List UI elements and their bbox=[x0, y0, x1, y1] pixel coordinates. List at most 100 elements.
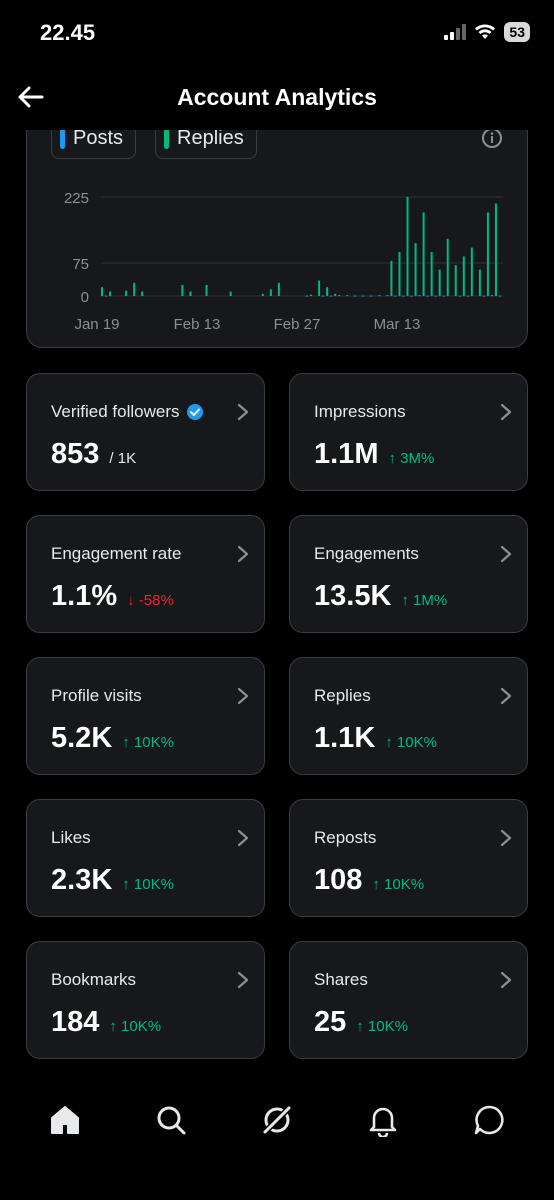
posts-bar bbox=[434, 295, 437, 297]
replies-bar bbox=[229, 291, 232, 296]
x-tick-label: Jan 19 bbox=[74, 316, 119, 333]
nav-notifications[interactable] bbox=[355, 1092, 411, 1148]
stat-value-row: 108 ↑ 10K% bbox=[314, 864, 424, 897]
replies-bar bbox=[406, 197, 409, 296]
stat-label: Impressions bbox=[314, 402, 406, 422]
posts-bar bbox=[410, 295, 413, 297]
replies-bar bbox=[189, 291, 192, 296]
stat-value-row: 184 ↑ 10K% bbox=[51, 1006, 161, 1039]
posts-swatch bbox=[60, 127, 65, 149]
nav-home[interactable] bbox=[37, 1092, 93, 1148]
posts-bar bbox=[482, 295, 485, 297]
stat-card[interactable]: Likes 2.3K ↑ 10K% bbox=[26, 799, 265, 917]
posts-bar bbox=[346, 295, 349, 297]
posts-bar bbox=[322, 295, 325, 297]
chevron-right-icon bbox=[500, 687, 512, 705]
nav-search[interactable] bbox=[143, 1092, 199, 1148]
replies-bar bbox=[133, 282, 136, 296]
posts-bar bbox=[394, 295, 397, 297]
nav-grok[interactable] bbox=[249, 1092, 305, 1148]
x-tick-label: Feb 27 bbox=[274, 316, 321, 333]
posts-bar bbox=[338, 295, 341, 297]
wifi-icon bbox=[475, 24, 496, 39]
stat-value: 184 bbox=[51, 1006, 100, 1038]
chevron-right-icon bbox=[500, 829, 512, 847]
stat-change: ↓ -58% bbox=[127, 592, 174, 609]
search-icon bbox=[157, 1106, 186, 1135]
stat-card[interactable]: Engagement rate 1.1% ↓ -58% bbox=[26, 515, 265, 633]
replies-bar bbox=[334, 293, 337, 296]
y-tick-label: 225 bbox=[64, 190, 89, 207]
back-arrow-icon[interactable] bbox=[14, 80, 48, 114]
stat-label-text: Impressions bbox=[314, 402, 406, 421]
status-bar: 22.45 53 bbox=[0, 0, 554, 70]
stat-value: 853 bbox=[51, 438, 100, 470]
stat-label: Verified followers bbox=[51, 402, 204, 422]
header-overlap-mask bbox=[0, 110, 554, 130]
chevron-right-icon bbox=[237, 687, 249, 705]
posts-bar bbox=[442, 295, 445, 297]
info-icon[interactable] bbox=[481, 127, 503, 149]
stat-card[interactable]: Shares 25 ↑ 10K% bbox=[289, 941, 528, 1059]
replies-bar bbox=[390, 260, 393, 296]
stat-value: 1.1% bbox=[51, 580, 118, 612]
stat-label: Replies bbox=[314, 686, 371, 706]
y-tick-label: 75 bbox=[72, 256, 89, 273]
replies-bar bbox=[422, 212, 425, 296]
replies-bar bbox=[398, 252, 401, 296]
replies-bar bbox=[446, 238, 449, 296]
chevron-right-icon bbox=[237, 545, 249, 563]
page-title: Account Analytics bbox=[177, 84, 377, 110]
stat-value: 13.5K bbox=[314, 580, 392, 612]
legend-chip-posts[interactable]: Posts bbox=[51, 117, 137, 159]
replies-bar bbox=[414, 243, 417, 296]
stat-value: 1.1M bbox=[314, 438, 379, 470]
status-icons: 53 bbox=[444, 22, 530, 42]
stat-card[interactable]: Verified followers 853 / 1K bbox=[26, 373, 265, 491]
posts-bar bbox=[330, 295, 333, 297]
replies-bar bbox=[494, 203, 497, 296]
stat-label: Shares bbox=[314, 970, 368, 990]
chart-card: 225 75 0 Jan 19 Feb 13 Feb 27 Mar 13 Posts Rep… bbox=[26, 110, 528, 348]
replies-bar bbox=[430, 252, 433, 296]
stat-card[interactable]: Impressions 1.1M ↑ 3M% bbox=[289, 373, 528, 491]
home-icon bbox=[51, 1106, 79, 1134]
bell-icon bbox=[369, 1107, 397, 1137]
stat-total: / 1K bbox=[109, 450, 137, 467]
posts-bar bbox=[386, 295, 389, 297]
stat-card[interactable]: Engagements 13.5K ↑ 1M% bbox=[289, 515, 528, 633]
stat-value: 5.2K bbox=[51, 722, 113, 754]
signal-icon bbox=[444, 24, 467, 40]
stat-card[interactable]: Replies 1.1K ↑ 10K% bbox=[289, 657, 528, 775]
stat-change: ↑ 3M% bbox=[388, 450, 435, 467]
stat-change: ↑ 10K% bbox=[372, 876, 425, 893]
stat-label-text: Likes bbox=[51, 828, 91, 847]
nav-messages[interactable] bbox=[461, 1092, 517, 1148]
posts-bar bbox=[105, 295, 108, 297]
stat-change: ↑ 10K% bbox=[122, 876, 174, 893]
verified-badge-icon bbox=[186, 404, 203, 420]
stat-card[interactable]: Reposts 108 ↑ 10K% bbox=[289, 799, 528, 917]
replies-bar bbox=[261, 293, 264, 296]
stat-label-text: Engagements bbox=[314, 544, 419, 563]
posts-bar bbox=[354, 295, 357, 297]
stat-label: Profile visits bbox=[51, 686, 142, 706]
replies-bar bbox=[438, 269, 441, 296]
posts-bar bbox=[458, 295, 461, 297]
stat-card[interactable]: Profile visits 5.2K ↑ 10K% bbox=[26, 657, 265, 775]
stat-value: 2.3K bbox=[51, 864, 113, 896]
posts-bar bbox=[466, 295, 469, 297]
replies-bar bbox=[109, 291, 112, 296]
replies-bar bbox=[181, 285, 184, 296]
legend-label-posts: Posts bbox=[73, 126, 124, 149]
stat-change: ↑ 1M% bbox=[401, 592, 448, 609]
replies-bar bbox=[277, 282, 280, 296]
stat-card[interactable]: Bookmarks 184 ↑ 10K% bbox=[26, 941, 265, 1059]
replies-bar bbox=[141, 291, 144, 296]
replies-bar bbox=[478, 269, 481, 296]
stat-value-row: 5.2K ↑ 10K% bbox=[51, 722, 174, 755]
status-time: 22.45 bbox=[40, 20, 96, 45]
stat-value-row: 1.1K ↑ 10K% bbox=[314, 722, 437, 755]
stat-label-text: Verified followers bbox=[51, 402, 180, 421]
chevron-right-icon bbox=[237, 971, 249, 989]
